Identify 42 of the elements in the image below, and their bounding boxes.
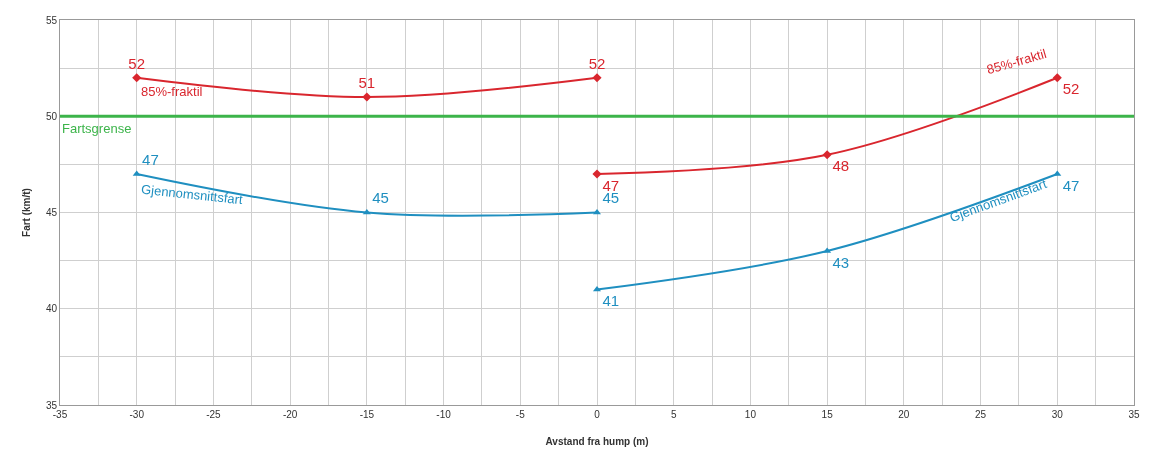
x-tick-label: 5: [670, 409, 677, 420]
x-tick-label: 25: [975, 409, 987, 420]
x-tick-label: -25: [206, 409, 222, 420]
x-tick-label: -15: [359, 409, 375, 420]
point: [132, 73, 142, 83]
y-axis-title: Fart (km/t): [21, 188, 32, 237]
data-label: 45: [372, 189, 389, 207]
x-tick-label: -30: [129, 409, 145, 420]
x-tick-label: -5: [515, 409, 526, 420]
x-tick-label: -20: [282, 409, 298, 420]
x-tick-label: 15: [821, 409, 834, 420]
y-tick-label: 35: [45, 399, 58, 411]
y-tick-label: 50: [45, 110, 58, 122]
point: [1052, 73, 1062, 83]
x-tick-label: 20: [898, 409, 910, 420]
y-tick-label: 40: [45, 303, 58, 315]
x-tick-label: -35: [52, 409, 68, 420]
point: [822, 150, 832, 160]
data-label: 52: [1062, 80, 1080, 98]
point: [592, 73, 602, 83]
point: [592, 169, 602, 179]
x-tick-label: -10: [436, 409, 452, 420]
x-axis-title: Avstand fra hump (m): [545, 436, 649, 447]
series-label: 85%-fraktil: [141, 84, 203, 99]
x-tick-label: 0: [594, 409, 601, 420]
data-label: 52: [588, 54, 606, 72]
x-tick-label: 30: [1051, 409, 1064, 420]
x-tick-label: 35: [1128, 409, 1140, 420]
y-tick-label: 45: [45, 207, 58, 218]
text: Gjennomsnittsfart: [140, 181, 244, 208]
data-label: 48: [832, 157, 850, 175]
data-label: 47: [142, 150, 159, 168]
data-label: 51: [358, 73, 376, 91]
x-tick-label: 10: [744, 409, 757, 420]
data-label: 43: [832, 253, 850, 271]
y-tick-label: 55: [45, 14, 58, 26]
data-label: 47: [1062, 176, 1080, 194]
data-label: 47: [602, 176, 620, 194]
point: [362, 92, 372, 102]
ref-line-label: Fartsgrense: [62, 121, 132, 136]
data-label: 41: [602, 292, 620, 310]
data-label: 52: [128, 54, 146, 72]
